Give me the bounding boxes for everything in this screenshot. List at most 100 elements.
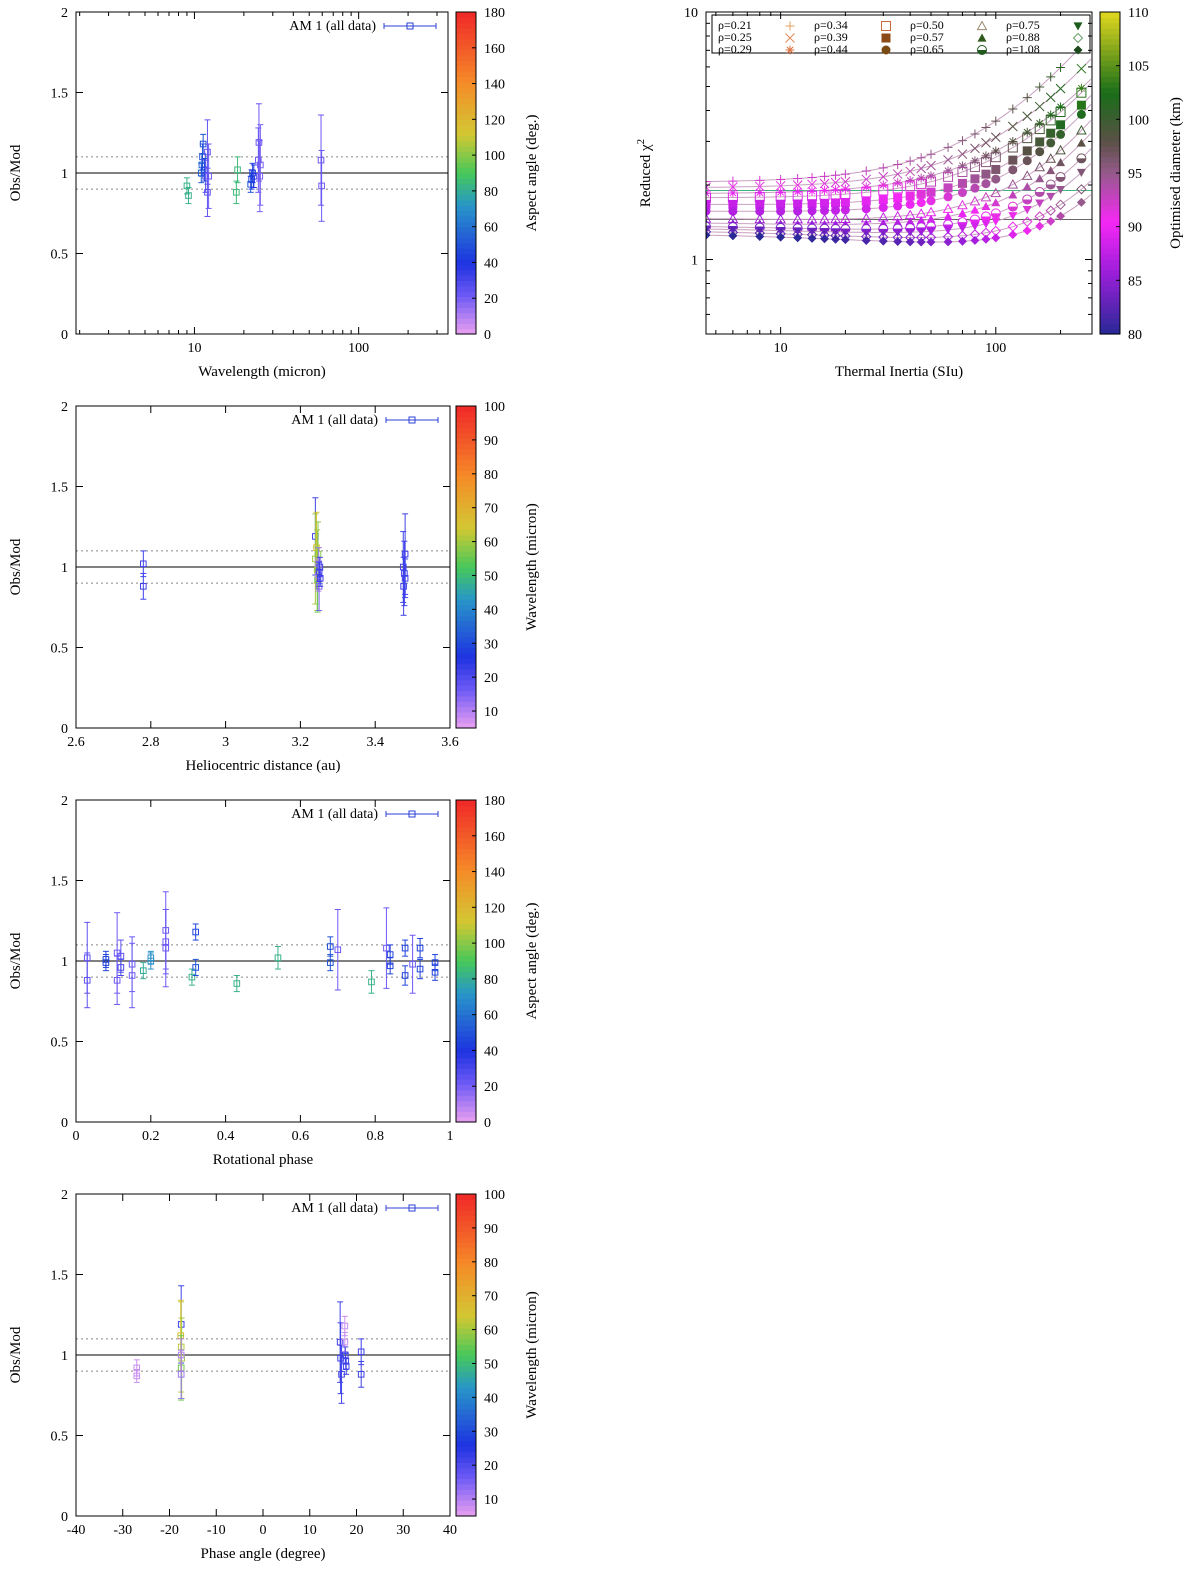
colorbar-segment xyxy=(456,1003,476,1010)
colorbar-tick-label: 80 xyxy=(484,185,498,200)
x-tick-label: 10 xyxy=(774,341,788,356)
colorbar-segment xyxy=(456,33,476,40)
square-marker xyxy=(318,182,325,190)
y-tick-label: 2 xyxy=(61,6,68,21)
x-tick-label: 10 xyxy=(187,341,201,356)
colorbar-segment xyxy=(456,524,476,531)
colorbar-segment xyxy=(456,955,476,962)
colorbar-segment xyxy=(456,690,476,697)
colorbar-segment xyxy=(456,1242,476,1249)
colorbar-segment xyxy=(456,1025,476,1032)
colorbar-segment xyxy=(456,896,476,903)
marker-star xyxy=(970,156,980,166)
marker-diamond xyxy=(1022,226,1032,236)
y-tick-label: 0.5 xyxy=(51,642,69,657)
marker-down-triangle xyxy=(793,227,803,236)
square-marker xyxy=(416,944,424,952)
colorbar-segment xyxy=(456,1247,476,1254)
colorbar-segment xyxy=(1100,162,1120,169)
data-point xyxy=(386,957,394,975)
marker-half-circle-fill xyxy=(1076,158,1086,163)
marker-half-circle-fill xyxy=(1008,206,1018,212)
colorbar-segment xyxy=(456,1100,476,1107)
data-point xyxy=(334,908,342,991)
marker-square xyxy=(905,191,915,201)
colorbar-segment xyxy=(456,1360,476,1367)
colorbar-segment xyxy=(456,1220,476,1227)
colorbar-tick-label: 100 xyxy=(484,400,505,415)
marker-plus xyxy=(1008,104,1018,114)
marker-diamond xyxy=(943,237,953,247)
colorbar-segment xyxy=(456,285,476,292)
colorbar-segment xyxy=(456,416,476,423)
colorbar-segment xyxy=(456,221,476,228)
colorbar-segment xyxy=(456,1068,476,1075)
marker-down-triangle xyxy=(1073,22,1083,31)
colorbar-segment xyxy=(1100,215,1120,222)
colorbar-segment xyxy=(1100,38,1120,45)
marker-triangle xyxy=(905,217,915,226)
marker-diamond xyxy=(893,237,903,247)
data-point xyxy=(192,958,199,976)
colorbar-segment xyxy=(456,38,476,45)
marker-plus xyxy=(755,175,765,185)
marker-diamond xyxy=(970,235,980,245)
colorbar-segment xyxy=(456,891,476,898)
colorbar-segment xyxy=(456,717,476,724)
y-tick-label: 1.5 xyxy=(51,1269,69,1284)
colorbar-segment xyxy=(456,556,476,563)
data-points xyxy=(83,891,439,1009)
marker-plus xyxy=(840,169,850,179)
colorbar-tick-label: 140 xyxy=(484,78,505,93)
colorbar-segment xyxy=(456,183,476,190)
colorbar-segment xyxy=(456,1338,476,1345)
colorbar-segment xyxy=(456,1344,476,1351)
colorbar-segment xyxy=(456,1194,476,1200)
square-marker xyxy=(185,192,192,199)
colorbar-tick-label: 180 xyxy=(484,794,505,809)
colorbar-segment xyxy=(1100,280,1120,287)
legend-entry-label: ρ=0.34 xyxy=(814,18,848,32)
square-marker xyxy=(327,959,334,966)
colorbar-segment xyxy=(456,264,476,271)
colorbar-segment xyxy=(456,465,476,471)
colorbar-tick-label: 120 xyxy=(484,901,505,916)
colorbar-segment xyxy=(456,518,476,525)
colorbar-tick-label: 120 xyxy=(484,113,505,128)
marker-triangle xyxy=(1022,182,1032,191)
colorbar-segment xyxy=(456,1317,476,1324)
marker-open-square xyxy=(881,21,891,31)
colorbar-segment xyxy=(456,291,476,298)
colorbar-tick-label: 90 xyxy=(1128,221,1142,236)
marker-circle xyxy=(1008,165,1018,175)
legend-box xyxy=(711,14,1091,54)
colorbar-segment xyxy=(456,427,476,434)
data-point xyxy=(233,974,241,993)
colorbar-segment xyxy=(1100,237,1120,244)
marker-diamond xyxy=(1073,45,1083,55)
data-point xyxy=(317,114,325,206)
marker-open-square xyxy=(926,176,937,187)
colorbar-segment xyxy=(456,1451,476,1458)
marker-square xyxy=(881,33,891,43)
colorbar-segment xyxy=(1100,146,1120,153)
colorbar-segment xyxy=(456,540,476,547)
marker-diamond xyxy=(1076,197,1086,207)
marker-square xyxy=(1076,100,1086,110)
colorbar-segment xyxy=(456,561,476,568)
colorbar-segment xyxy=(456,151,476,158)
square-marker xyxy=(357,1371,365,1378)
colorbar-segment xyxy=(456,1489,476,1496)
colorbar-segment xyxy=(456,1236,476,1243)
y-tick-label: 1.5 xyxy=(51,87,69,102)
x-tick-label: -20 xyxy=(160,1523,179,1538)
colorbar-segment xyxy=(456,674,476,681)
colorbar-segment xyxy=(456,810,476,817)
marker-star xyxy=(893,178,903,188)
colorbar-segment xyxy=(456,81,476,88)
colorbar-segment xyxy=(1100,108,1120,115)
marker-square xyxy=(831,198,841,208)
marker-down-triangle xyxy=(943,226,953,235)
colorbar-tick-label: 50 xyxy=(484,1357,498,1372)
colorbar-segment xyxy=(456,1333,476,1340)
